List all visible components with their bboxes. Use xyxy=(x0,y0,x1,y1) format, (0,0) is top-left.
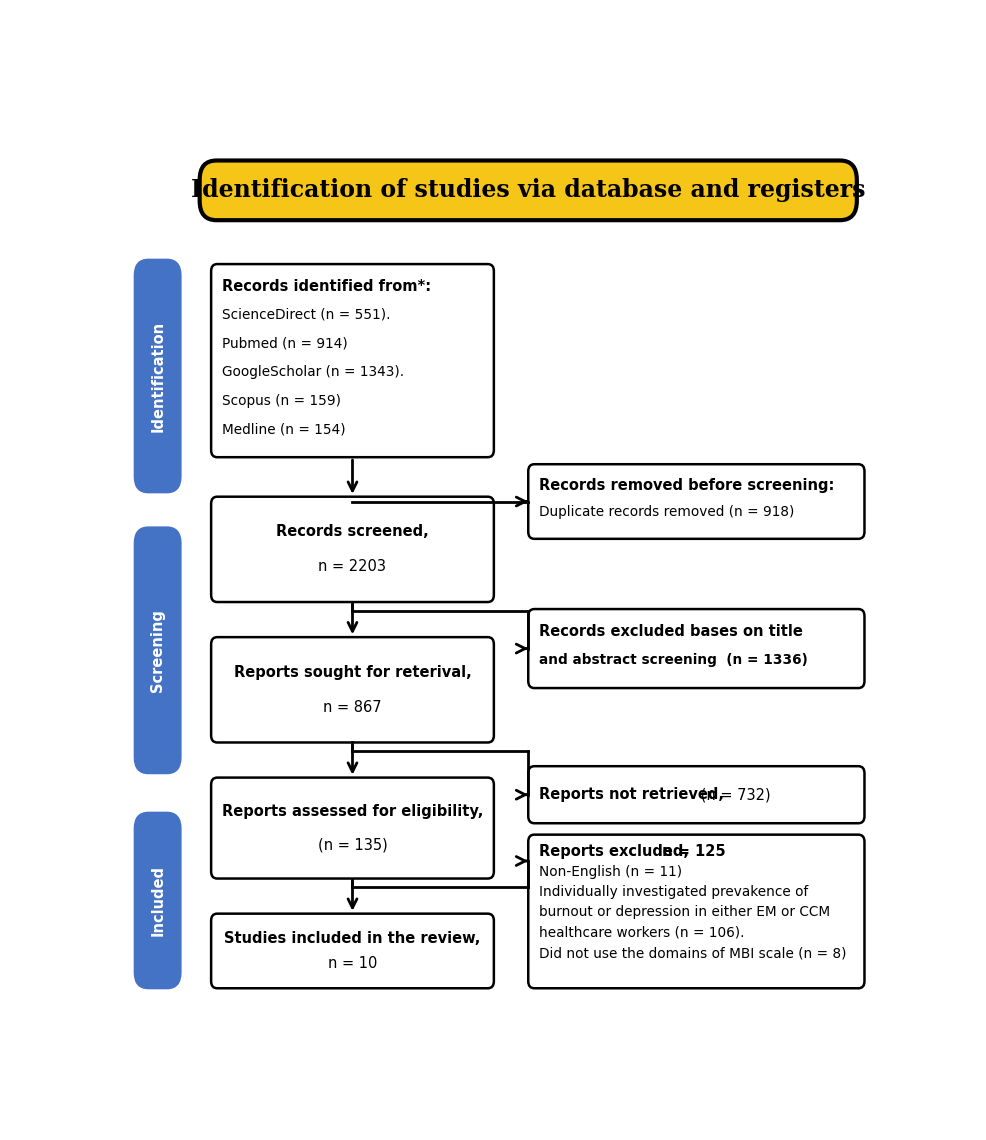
Text: Medline (n = 154): Medline (n = 154) xyxy=(222,423,345,437)
Text: Reports not retrieved,: Reports not retrieved, xyxy=(539,788,724,803)
FancyBboxPatch shape xyxy=(528,609,865,689)
Text: healthcare workers (n = 106).: healthcare workers (n = 106). xyxy=(539,926,744,939)
FancyBboxPatch shape xyxy=(211,637,494,742)
Text: Duplicate records removed (n = 918): Duplicate records removed (n = 918) xyxy=(539,505,795,519)
FancyBboxPatch shape xyxy=(135,260,180,492)
FancyBboxPatch shape xyxy=(135,528,180,773)
Text: Records screened,: Records screened, xyxy=(276,524,429,539)
Text: Reports sought for reterival,: Reports sought for reterival, xyxy=(234,665,471,679)
FancyBboxPatch shape xyxy=(211,777,494,879)
Text: (n = 135): (n = 135) xyxy=(317,838,387,853)
FancyBboxPatch shape xyxy=(528,766,865,823)
Text: Records excluded bases on title: Records excluded bases on title xyxy=(539,624,803,638)
Text: Non-English (n = 11): Non-English (n = 11) xyxy=(539,865,682,879)
FancyBboxPatch shape xyxy=(528,464,865,539)
Text: Reports assessed for eligibility,: Reports assessed for eligibility, xyxy=(222,804,483,819)
Text: Identification: Identification xyxy=(150,320,165,432)
Text: and abstract screening  (n = 1336): and abstract screening (n = 1336) xyxy=(539,653,808,667)
Text: Studies included in the review,: Studies included in the review, xyxy=(224,931,481,946)
FancyBboxPatch shape xyxy=(211,497,494,602)
Text: Scopus (n = 159): Scopus (n = 159) xyxy=(222,393,341,408)
Text: Reports excluded,: Reports excluded, xyxy=(539,844,689,858)
Text: ScienceDirect (n = 551).: ScienceDirect (n = 551). xyxy=(222,308,390,321)
FancyBboxPatch shape xyxy=(211,264,494,457)
FancyBboxPatch shape xyxy=(528,834,865,988)
Text: (n = 732): (n = 732) xyxy=(695,788,770,803)
Text: Records removed before screening:: Records removed before screening: xyxy=(539,478,834,492)
FancyBboxPatch shape xyxy=(135,813,180,988)
Text: Included: Included xyxy=(150,865,165,936)
Text: n = 867: n = 867 xyxy=(323,700,382,715)
FancyBboxPatch shape xyxy=(211,913,494,988)
Text: n = 2203: n = 2203 xyxy=(318,560,387,575)
Text: n = 10: n = 10 xyxy=(327,956,378,971)
Text: Identification of studies via database and registers: Identification of studies via database a… xyxy=(191,178,866,202)
FancyBboxPatch shape xyxy=(199,161,857,220)
Text: Records identified from*:: Records identified from*: xyxy=(222,278,431,294)
Text: n = 125: n = 125 xyxy=(658,844,726,858)
Text: Did not use the domains of MBI scale (n = 8): Did not use the domains of MBI scale (n … xyxy=(539,946,846,960)
Text: Individually investigated prevakence of: Individually investigated prevakence of xyxy=(539,885,809,899)
Text: Screening: Screening xyxy=(150,609,165,692)
Text: Pubmed (n = 914): Pubmed (n = 914) xyxy=(222,336,348,350)
Text: GoogleScholar (n = 1343).: GoogleScholar (n = 1343). xyxy=(222,365,404,380)
Text: burnout or depression in either EM or CCM: burnout or depression in either EM or CC… xyxy=(539,905,830,920)
